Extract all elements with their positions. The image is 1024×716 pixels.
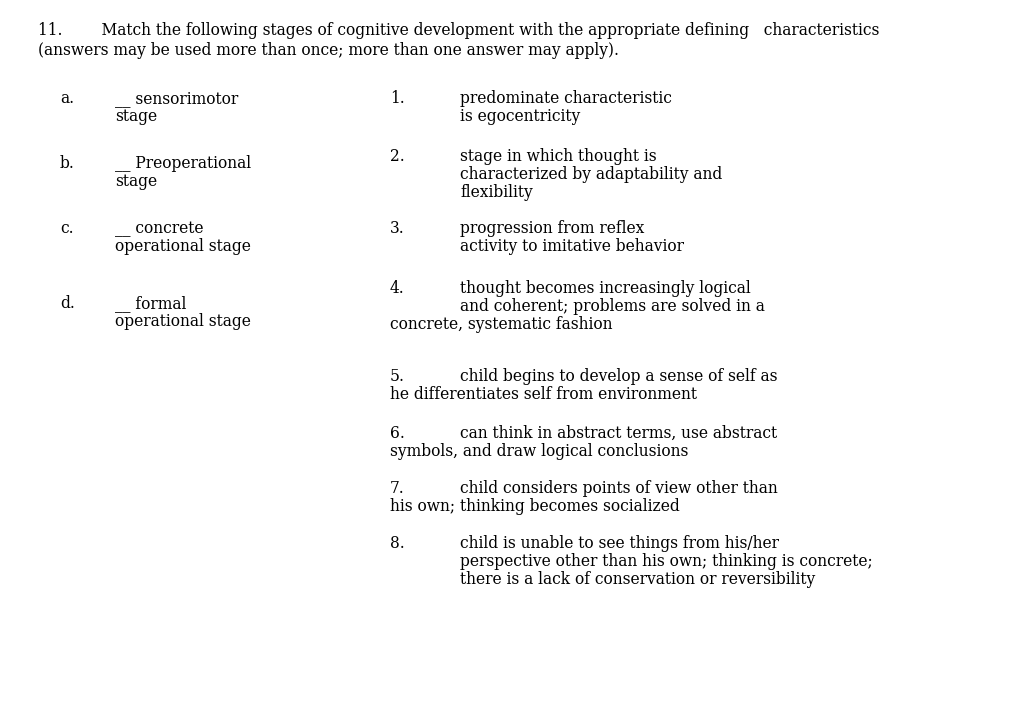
Text: and coherent; problems are solved in a: and coherent; problems are solved in a — [460, 298, 765, 315]
Text: __ Preoperational: __ Preoperational — [115, 155, 251, 172]
Text: operational stage: operational stage — [115, 313, 251, 330]
Text: a.: a. — [60, 90, 74, 107]
Text: 7.: 7. — [390, 480, 404, 497]
Text: stage: stage — [115, 173, 157, 190]
Text: his own; thinking becomes socialized: his own; thinking becomes socialized — [390, 498, 680, 515]
Text: perspective other than his own; thinking is concrete;: perspective other than his own; thinking… — [460, 553, 872, 570]
Text: thought becomes increasingly logical: thought becomes increasingly logical — [460, 280, 751, 297]
Text: c.: c. — [60, 220, 74, 237]
Text: activity to imitative behavior: activity to imitative behavior — [460, 238, 684, 255]
Text: 4.: 4. — [390, 280, 404, 297]
Text: stage in which thought is: stage in which thought is — [460, 148, 656, 165]
Text: __ concrete: __ concrete — [115, 220, 204, 237]
Text: can think in abstract terms, use abstract: can think in abstract terms, use abstrac… — [460, 425, 777, 442]
Text: operational stage: operational stage — [115, 238, 251, 255]
Text: he differentiates self from environment: he differentiates self from environment — [390, 386, 697, 403]
Text: stage: stage — [115, 108, 157, 125]
Text: concrete, systematic fashion: concrete, systematic fashion — [390, 316, 612, 333]
Text: is egocentricity: is egocentricity — [460, 108, 581, 125]
Text: d.: d. — [60, 295, 75, 312]
Text: 5.: 5. — [390, 368, 406, 385]
Text: (answers may be used more than once; more than one answer may apply).: (answers may be used more than once; mor… — [38, 42, 618, 59]
Text: __ sensorimotor: __ sensorimotor — [115, 90, 239, 107]
Text: child is unable to see things from his/her: child is unable to see things from his/h… — [460, 535, 779, 552]
Text: predominate characteristic: predominate characteristic — [460, 90, 672, 107]
Text: 3.: 3. — [390, 220, 404, 237]
Text: 2.: 2. — [390, 148, 404, 165]
Text: flexibility: flexibility — [460, 184, 532, 201]
Text: child considers points of view other than: child considers points of view other tha… — [460, 480, 778, 497]
Text: 6.: 6. — [390, 425, 404, 442]
Text: progression from reflex: progression from reflex — [460, 220, 644, 237]
Text: symbols, and draw logical conclusions: symbols, and draw logical conclusions — [390, 443, 688, 460]
Text: 1.: 1. — [390, 90, 404, 107]
Text: b.: b. — [60, 155, 75, 172]
Text: characterized by adaptability and: characterized by adaptability and — [460, 166, 722, 183]
Text: 8.: 8. — [390, 535, 404, 552]
Text: there is a lack of conservation or reversibility: there is a lack of conservation or rever… — [460, 571, 815, 588]
Text: child begins to develop a sense of self as: child begins to develop a sense of self … — [460, 368, 777, 385]
Text: 11.        Match the following stages of cognitive development with the appropri: 11. Match the following stages of cognit… — [38, 22, 880, 39]
Text: __ formal: __ formal — [115, 295, 186, 312]
